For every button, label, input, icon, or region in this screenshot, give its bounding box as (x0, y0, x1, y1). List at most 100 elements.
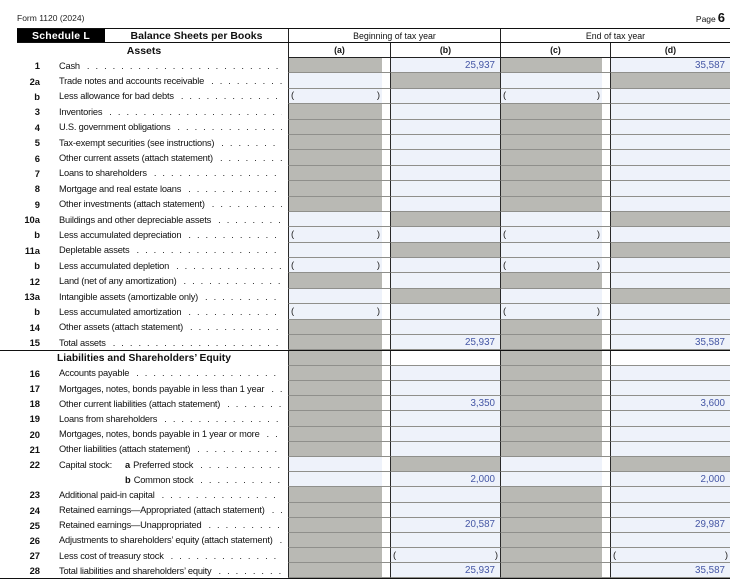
entry-cell[interactable]: 3,350 (390, 396, 500, 412)
entry-cell[interactable] (500, 456, 610, 473)
entry-cell[interactable] (390, 258, 500, 274)
paren-cell[interactable]: () (500, 88, 610, 105)
entry-cell[interactable] (610, 181, 730, 197)
entry-cell[interactable] (390, 150, 500, 166)
entry-cell[interactable] (610, 227, 730, 243)
page-indicator: Page 6 (696, 10, 725, 25)
entry-cell[interactable] (390, 304, 500, 320)
entry-cell[interactable] (610, 273, 730, 289)
entry-cell[interactable]: 2,000 (610, 472, 730, 488)
entry-cell[interactable] (390, 502, 500, 518)
paren-cell[interactable]: () (288, 88, 390, 105)
label-text: Loans from shareholders (59, 413, 158, 424)
entry-cell[interactable] (390, 104, 500, 120)
entry-cell[interactable] (610, 319, 730, 336)
shaded-cell (288, 487, 390, 503)
entry-cell[interactable] (390, 532, 500, 549)
entry-cell[interactable] (390, 381, 500, 397)
entry-cell[interactable]: 3,600 (610, 396, 730, 412)
row-label: Additional paid-in capital..............… (48, 487, 288, 502)
entry-cell[interactable] (390, 227, 500, 243)
entry-cell[interactable] (288, 242, 390, 259)
entry-cell[interactable] (390, 426, 500, 442)
entry-cell[interactable] (610, 88, 730, 105)
entry-cell[interactable] (610, 150, 730, 166)
entry-cell[interactable] (390, 88, 500, 105)
entry-cell[interactable] (610, 165, 730, 182)
page-number: 6 (717, 10, 725, 25)
entry-cell[interactable] (288, 288, 390, 305)
paren-cell[interactable]: () (288, 227, 390, 243)
paren-cell[interactable]: () (288, 258, 390, 274)
entry-field (289, 288, 382, 304)
paren-cell[interactable]: () (500, 304, 610, 320)
entry-cell[interactable]: 25,937 (390, 58, 500, 74)
paren-cell[interactable]: () (500, 227, 610, 243)
entry-cell[interactable] (500, 472, 610, 488)
shaded-block (501, 273, 602, 288)
label-text: Accounts payable (59, 368, 130, 379)
entry-cell[interactable] (500, 288, 610, 305)
entry-cell[interactable] (288, 456, 390, 473)
shaded-cell (500, 273, 610, 289)
row-number: 22 (29, 459, 40, 471)
table-row: 5 Tax-exempt securities (see instructions… (0, 134, 730, 151)
entry-cell[interactable]: 2,000 (390, 472, 500, 488)
entry-cell[interactable] (390, 411, 500, 427)
sub-letter: a (125, 459, 131, 470)
entry-cell[interactable]: 25,937 (390, 563, 500, 579)
row-number: 4 (34, 121, 40, 133)
entry-cell[interactable]: 29,987 (610, 517, 730, 533)
entry-cell[interactable] (288, 472, 390, 488)
entry-cell[interactable]: 35,587 (610, 563, 730, 579)
entry-cell[interactable]: 20,587 (390, 517, 500, 533)
entry-cell[interactable] (288, 73, 390, 89)
entry-cell[interactable] (500, 242, 610, 259)
entry-cell[interactable] (390, 487, 500, 503)
paren-cell[interactable]: () (500, 258, 610, 274)
paren-cell[interactable]: () (390, 548, 500, 564)
entry-cell[interactable] (610, 381, 730, 397)
entry-cell[interactable] (610, 134, 730, 151)
entry-cell[interactable]: 35,587 (610, 58, 730, 74)
entry-cell[interactable] (610, 104, 730, 120)
shaded-cell (288, 165, 390, 182)
entry-cell[interactable] (610, 532, 730, 549)
entry-cell[interactable] (610, 258, 730, 274)
entry-cell[interactable]: 35,587 (610, 335, 730, 351)
entry-cell[interactable] (610, 426, 730, 442)
paren-cell[interactable]: () (288, 304, 390, 320)
entry-cell[interactable] (610, 502, 730, 518)
entry-cell[interactable] (390, 134, 500, 151)
entry-cell[interactable] (288, 211, 390, 228)
shaded-block (501, 502, 602, 517)
entry-cell[interactable] (390, 196, 500, 212)
shaded-block (289, 426, 382, 441)
entry-cell[interactable] (500, 73, 610, 89)
row-number: 19 (29, 413, 40, 425)
entry-field: 2,000 (611, 472, 730, 487)
entry-cell[interactable] (610, 441, 730, 457)
paren-cell[interactable]: () (610, 548, 730, 564)
cell-value: 25,937 (465, 59, 495, 71)
entry-cell[interactable] (390, 165, 500, 182)
entry-cell[interactable] (390, 319, 500, 336)
paren-field: () (289, 258, 382, 273)
label-text: Depletable assets (59, 245, 130, 256)
entry-cell[interactable] (610, 411, 730, 427)
entry-cell[interactable] (390, 181, 500, 197)
entry-cell[interactable] (390, 441, 500, 457)
shaded-block (289, 104, 382, 119)
entry-cell[interactable]: 25,937 (390, 335, 500, 351)
entry-cell[interactable] (610, 119, 730, 135)
entry-cell[interactable] (390, 365, 500, 381)
entry-cell[interactable] (610, 196, 730, 212)
cell-value: 29,987 (695, 519, 725, 531)
entry-cell[interactable] (390, 273, 500, 289)
entry-cell[interactable] (610, 487, 730, 503)
entry-cell[interactable] (610, 365, 730, 381)
entry-cell[interactable] (500, 211, 610, 228)
shaded-block (611, 211, 730, 227)
entry-cell[interactable] (610, 304, 730, 320)
entry-cell[interactable] (390, 119, 500, 135)
